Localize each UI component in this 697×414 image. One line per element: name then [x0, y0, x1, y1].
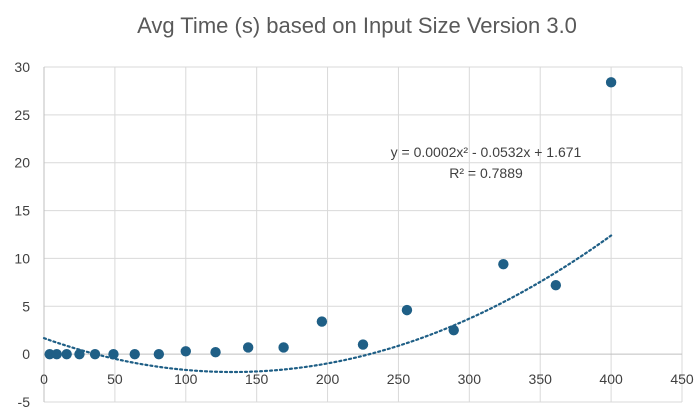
y-tick-label: 30 — [14, 59, 30, 75]
y-tick-label: 20 — [14, 155, 30, 171]
y-tick-label: 5 — [22, 298, 30, 314]
data-point — [550, 280, 562, 291]
data-point — [357, 339, 369, 350]
axes — [43, 67, 682, 402]
y-tick-label: 15 — [14, 203, 30, 219]
data-point — [401, 304, 413, 316]
data-point — [89, 348, 101, 360]
data-point — [61, 348, 72, 360]
gridlines — [44, 66, 683, 403]
x-tick-label: 300 — [458, 371, 482, 387]
x-tick-label: 0 — [40, 371, 48, 387]
data-point — [180, 346, 191, 357]
data-point — [108, 348, 119, 360]
chart-title: Avg Time (s) based on Input Size Version… — [137, 13, 577, 38]
x-tick-label: 200 — [316, 371, 340, 387]
y-tick-label: 10 — [14, 250, 30, 266]
data-point — [51, 348, 62, 360]
x-tick-label: 350 — [529, 371, 553, 387]
x-tick-label: 400 — [599, 371, 623, 387]
data-point — [74, 348, 85, 360]
trendline — [42, 234, 613, 374]
data-point — [278, 342, 289, 353]
data-point — [210, 347, 221, 358]
data-point — [129, 348, 140, 360]
x-tick-label: 100 — [174, 371, 198, 387]
data-point — [316, 316, 328, 327]
trendline-equation-label: y = 0.0002x² - 0.0532x + 1.671 — [391, 144, 582, 160]
data-points — [44, 77, 617, 360]
data-point — [498, 258, 509, 270]
x-tick-label: 50 — [107, 371, 123, 387]
data-point — [242, 342, 254, 353]
trendline-layer — [42, 234, 613, 374]
y-tick-label: -5 — [18, 394, 31, 410]
data-point — [153, 348, 165, 360]
x-tick-label: 250 — [387, 371, 411, 387]
trendline-equation: y = 0.0002x² - 0.0532x + 1.671 R² = 0.78… — [391, 144, 582, 181]
trendline-r2-label: R² = 0.7889 — [449, 165, 523, 181]
x-tick-label: 150 — [245, 371, 269, 387]
y-tick-label: 25 — [14, 107, 30, 123]
y-tick-label: 0 — [22, 346, 30, 362]
data-point — [605, 77, 617, 88]
data-point — [448, 325, 459, 336]
x-tick-label: 450 — [670, 371, 694, 387]
